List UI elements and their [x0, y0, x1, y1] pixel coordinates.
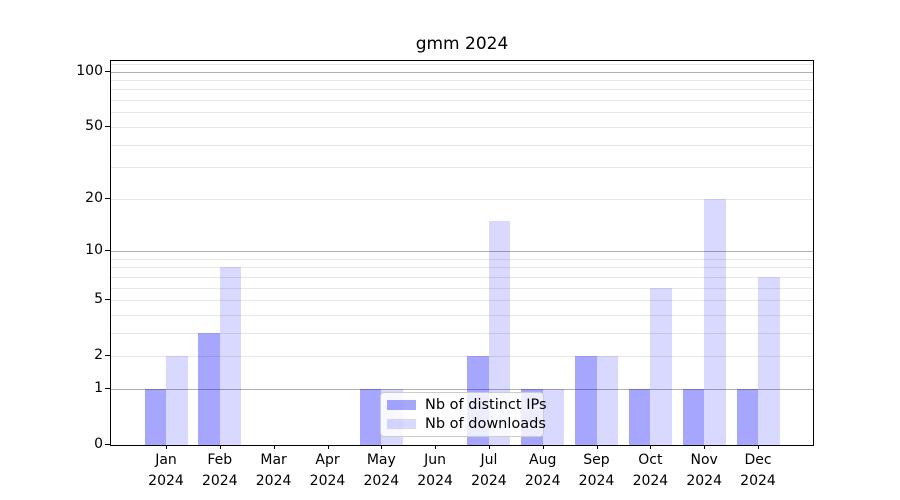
x-axis-tick-mark [166, 445, 167, 449]
x-axis-tick-label: Dec 2024 [740, 452, 776, 489]
plot-area [110, 60, 814, 446]
legend-swatch-distinct-ips [387, 400, 416, 410]
x-axis-tick-label: Sep 2024 [578, 452, 615, 489]
gridline-minor [111, 167, 813, 169]
y-axis-tick-mark [105, 70, 110, 72]
x-axis-tick-label: Oct 2024 [632, 452, 669, 489]
x-axis-tick-mark [704, 445, 706, 449]
gridline-minor [111, 63, 813, 65]
gridline-minor [111, 198, 813, 200]
bar-downloads-jan [166, 356, 188, 445]
x-axis-tick-mark [327, 445, 329, 449]
gridline-minor [111, 112, 813, 114]
bar-downloads-sep [596, 356, 618, 445]
x-axis-tick-mark [542, 445, 544, 449]
bar-distinct-ips-oct [628, 388, 651, 445]
x-axis-tick-mark [381, 445, 383, 449]
gridline-minor [111, 144, 813, 146]
chart-title: gmm 2024 [415, 34, 509, 54]
legend-swatch-downloads [387, 419, 416, 429]
gridline-minor [111, 267, 813, 269]
bar-distinct-ips-nov [682, 388, 705, 445]
legend-label-downloads: Nb of downloads [425, 416, 546, 432]
x-axis-tick-mark [273, 445, 275, 449]
bar-distinct-ips-sep [575, 356, 597, 445]
gridline-minor [111, 89, 813, 91]
bar-distinct-ips-dec [736, 388, 758, 445]
y-axis-tick-mark [105, 355, 110, 357]
bar-distinct-ips-feb [198, 332, 220, 445]
y-axis-tick-label: 20 [85, 189, 103, 206]
gridline-minor [111, 79, 813, 81]
gridline-major [111, 250, 813, 252]
x-axis-tick-label: Apr 2024 [309, 452, 346, 489]
bar-downloads-nov [704, 198, 726, 445]
x-axis-tick-mark [219, 445, 221, 449]
y-axis-tick-label: 50 [85, 117, 103, 134]
gridline-minor [111, 356, 813, 358]
x-axis-tick-label: Feb 2024 [201, 452, 238, 489]
y-axis-tick-mark [105, 249, 110, 251]
legend-label-distinct-ips: Nb of distinct IPs [425, 397, 547, 413]
gridline-minor [111, 100, 813, 101]
gridline-minor [111, 300, 813, 301]
y-axis-tick-mark [105, 197, 110, 199]
x-axis-tick-mark [435, 445, 437, 449]
bar-downloads-aug [542, 388, 565, 445]
gridline-minor [111, 258, 813, 260]
x-axis-tick-mark [488, 445, 490, 449]
legend-row-downloads: Nb of downloads [387, 416, 546, 432]
gridline-minor [111, 126, 813, 128]
y-axis-tick-label: 0 [94, 436, 103, 452]
bar-downloads-feb [219, 267, 242, 445]
y-axis-tick-mark [105, 125, 110, 127]
x-axis-tick-label: Jul 2024 [471, 452, 507, 489]
legend-row-distinct-ips: Nb of distinct IPs [387, 397, 547, 413]
x-axis-tick-label: Aug 2024 [524, 452, 561, 489]
gridline-minor [111, 314, 813, 316]
x-axis-tick-label: Mar 2024 [255, 452, 292, 489]
y-axis-tick-label: 10 [85, 241, 103, 258]
x-axis-tick-mark [596, 445, 598, 449]
y-axis-tick-label: 2 [94, 347, 103, 364]
y-axis-tick-label: 5 [94, 291, 103, 307]
bar-downloads-jul [488, 220, 511, 445]
y-axis-tick-mark [105, 387, 110, 389]
gridline-major [111, 71, 813, 73]
bar-downloads-oct [650, 287, 672, 445]
x-axis-tick-label: Jun 2024 [417, 452, 453, 489]
gridline-minor [111, 287, 813, 289]
y-axis-tick-label: 100 [76, 62, 103, 79]
gridline-major [111, 388, 813, 390]
bar-distinct-ips-jan [144, 388, 166, 445]
bar-downloads-dec [758, 276, 780, 445]
x-axis-tick-label: Jan 2024 [148, 452, 184, 489]
x-axis-tick-label: Nov 2024 [686, 452, 722, 489]
x-axis-tick-label: May 2024 [363, 452, 400, 489]
y-axis-tick-mark [105, 299, 110, 300]
y-axis-tick-mark [105, 444, 110, 445]
x-axis-tick-mark [650, 445, 652, 449]
x-axis-tick-mark [758, 445, 759, 449]
bar-distinct-ips-may [359, 388, 382, 445]
gridline-minor [111, 332, 813, 334]
gridline-minor [111, 276, 813, 278]
legend: Nb of distinct IPs Nb of downloads [380, 392, 547, 437]
y-axis-tick-label: 1 [94, 379, 103, 396]
